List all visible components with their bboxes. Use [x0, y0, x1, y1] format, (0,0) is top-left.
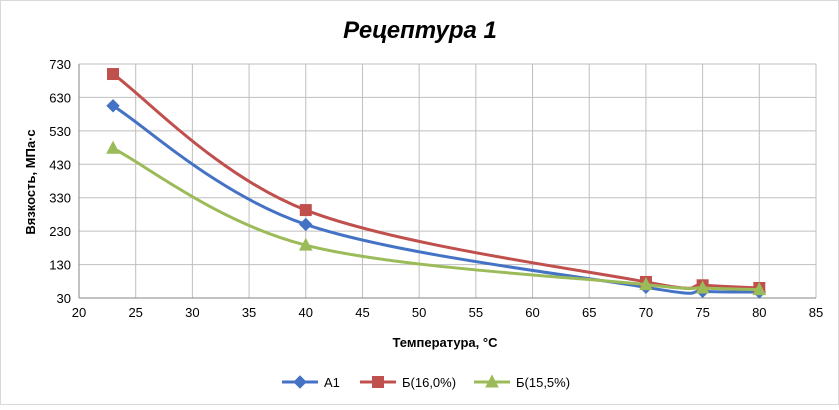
x-tick-label: 20 [72, 305, 86, 320]
legend-label: Б(15,5%) [516, 375, 570, 390]
x-tick-label: 30 [185, 305, 199, 320]
y-tick-label: 430 [49, 157, 71, 172]
x-tick-label: 60 [525, 305, 539, 320]
x-axis-title: Температура, °С [393, 335, 499, 350]
x-tick-label: 35 [242, 305, 256, 320]
series-group [106, 68, 767, 299]
data-point [298, 237, 313, 251]
legend-marker [485, 374, 499, 388]
legend-item: Б(16,0%) [360, 375, 456, 390]
data-point [299, 204, 312, 217]
legend-item: А1 [282, 375, 340, 390]
data-point [106, 99, 120, 113]
data-point [695, 280, 710, 294]
data-point [106, 140, 120, 154]
y-tick-label: 730 [49, 57, 71, 72]
legend-label: А1 [324, 375, 340, 390]
x-tick-label: 80 [752, 305, 766, 320]
x-tick-label: 70 [639, 305, 653, 320]
legend-marker [372, 376, 384, 388]
x-tick-label: 40 [299, 305, 313, 320]
x-tick-label: 55 [469, 305, 483, 320]
series-3 [106, 140, 767, 296]
y-axis-title: Вязкость, МПа·с [23, 129, 38, 234]
x-tick-label: 75 [695, 305, 709, 320]
legend: А1 Б(16,0%) Б(15,5%) [282, 374, 570, 390]
legend-marker [293, 375, 307, 389]
y-tick-label: 530 [49, 124, 71, 139]
legend-label: Б(16,0%) [402, 375, 456, 390]
y-tick-label: 230 [49, 224, 71, 239]
chart-title: Рецептура 1 [343, 17, 497, 44]
x-tick-label: 50 [412, 305, 426, 320]
data-point [639, 277, 653, 291]
y-tick-label: 130 [49, 258, 71, 273]
x-tick-label: 85 [809, 305, 823, 320]
data-point [752, 282, 767, 296]
y-tick-label: 30 [57, 291, 71, 306]
x-tick-label: 45 [355, 305, 369, 320]
axes: 20 25 30 35 40 45 50 55 60 65 70 75 80 85 30 130 230 330 4… [49, 57, 823, 320]
x-tick-label: 65 [582, 305, 596, 320]
y-tick-label: 330 [49, 191, 71, 206]
x-tick-label: 25 [128, 305, 142, 320]
data-point [107, 68, 120, 81]
data-point [299, 217, 313, 232]
legend-item: Б(15,5%) [474, 374, 570, 390]
y-tick-label: 630 [49, 90, 71, 105]
